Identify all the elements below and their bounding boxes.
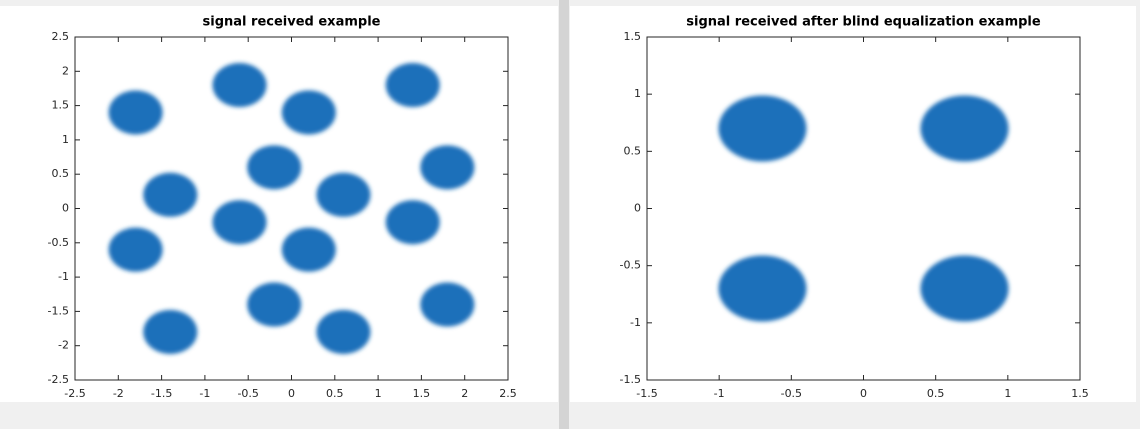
x-tick-label: 1 xyxy=(1004,387,1011,400)
y-tick-label: -2 xyxy=(58,339,69,352)
x-tick-label: -0.5 xyxy=(237,387,258,400)
point-cluster xyxy=(316,309,371,354)
point-cluster xyxy=(212,200,267,245)
plot-area xyxy=(74,36,509,381)
y-tick-label: 0 xyxy=(62,202,69,215)
y-tick-label: -1 xyxy=(58,270,69,283)
y-tick-label: 2.5 xyxy=(52,30,70,43)
y-tick-label: 1 xyxy=(634,87,641,100)
point-cluster xyxy=(281,90,336,135)
y-tick-label: 0 xyxy=(634,202,641,215)
y-tick-label: -0.5 xyxy=(48,236,69,249)
x-tick-label: -2.5 xyxy=(64,387,85,400)
point-cluster xyxy=(420,145,475,190)
point-cluster xyxy=(316,172,371,217)
y-tick-label: 0.5 xyxy=(624,144,642,157)
point-cluster xyxy=(143,309,198,354)
x-tick-label: 1 xyxy=(375,387,382,400)
y-tick-label: -1.5 xyxy=(620,373,641,386)
y-tick-label: 1 xyxy=(62,133,69,146)
x-tick-label: 0.5 xyxy=(326,387,344,400)
point-cluster xyxy=(247,145,302,190)
x-tick-label: 1.5 xyxy=(1071,387,1089,400)
y-tick-label: -1 xyxy=(630,316,641,329)
point-cluster xyxy=(718,255,807,322)
point-cluster xyxy=(143,172,198,217)
point-cluster xyxy=(718,95,807,162)
point-cluster xyxy=(247,282,302,327)
x-tick-label: 2.5 xyxy=(499,387,517,400)
x-tick-label: -1.5 xyxy=(151,387,172,400)
x-tick-label: -1 xyxy=(714,387,725,400)
point-cluster xyxy=(920,255,1009,322)
chart-title: signal received example xyxy=(203,15,381,30)
x-tick-label: 1.5 xyxy=(413,387,431,400)
y-tick-label: -2.5 xyxy=(48,373,69,386)
y-tick-label: 0.5 xyxy=(52,167,70,180)
y-tick-label: 1.5 xyxy=(52,99,70,112)
chart-title: signal received after blind equalization… xyxy=(686,15,1041,30)
point-cluster xyxy=(108,90,163,135)
x-tick-label: 2 xyxy=(461,387,468,400)
x-tick-label: 0 xyxy=(288,387,295,400)
y-tick-label: -1.5 xyxy=(48,304,69,317)
x-tick-label: -1 xyxy=(199,387,210,400)
point-cluster xyxy=(281,227,336,272)
y-tick-label: 1.5 xyxy=(624,30,642,43)
point-cluster xyxy=(212,63,267,108)
window-divider xyxy=(559,0,569,429)
x-tick-label: 0 xyxy=(860,387,867,400)
point-cluster xyxy=(920,95,1009,162)
plot-area xyxy=(646,36,1081,381)
x-tick-label: 0.5 xyxy=(927,387,945,400)
x-tick-label: -0.5 xyxy=(781,387,802,400)
y-tick-label: -0.5 xyxy=(620,259,641,272)
y-tick-label: 2 xyxy=(62,64,69,77)
point-cluster xyxy=(108,227,163,272)
point-cluster xyxy=(385,63,440,108)
point-cluster xyxy=(420,282,475,327)
point-cluster xyxy=(385,200,440,245)
x-tick-label: -1.5 xyxy=(636,387,657,400)
x-tick-label: -2 xyxy=(113,387,124,400)
